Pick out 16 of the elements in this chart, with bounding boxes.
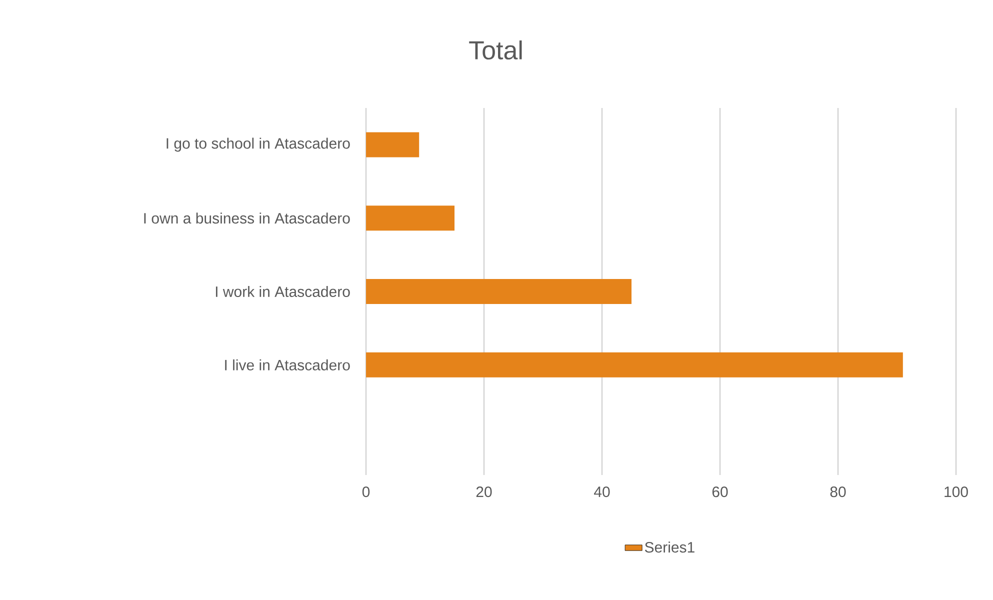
y-tick-label: I work in Atascadero bbox=[216, 286, 350, 298]
chart-title: Total bbox=[469, 40, 522, 60]
bar bbox=[366, 206, 455, 231]
x-tick-label: 40 bbox=[594, 486, 610, 498]
x-tick-label: 100 bbox=[944, 486, 968, 498]
y-tick-label: I go to school in Atascadero bbox=[166, 138, 350, 152]
x-tick-label: 0 bbox=[362, 486, 370, 498]
y-tick-label: I live in Atascadero bbox=[225, 359, 350, 370]
legend-label: Series1 bbox=[644, 542, 694, 553]
bar bbox=[366, 132, 420, 158]
bar bbox=[366, 279, 632, 304]
x-tick-label: 60 bbox=[712, 486, 728, 498]
y-tick-label: I own a business in Atascadero bbox=[144, 212, 350, 224]
x-tick-label: 20 bbox=[476, 486, 492, 498]
x-tick-label: 80 bbox=[830, 486, 846, 498]
bar bbox=[366, 352, 903, 378]
